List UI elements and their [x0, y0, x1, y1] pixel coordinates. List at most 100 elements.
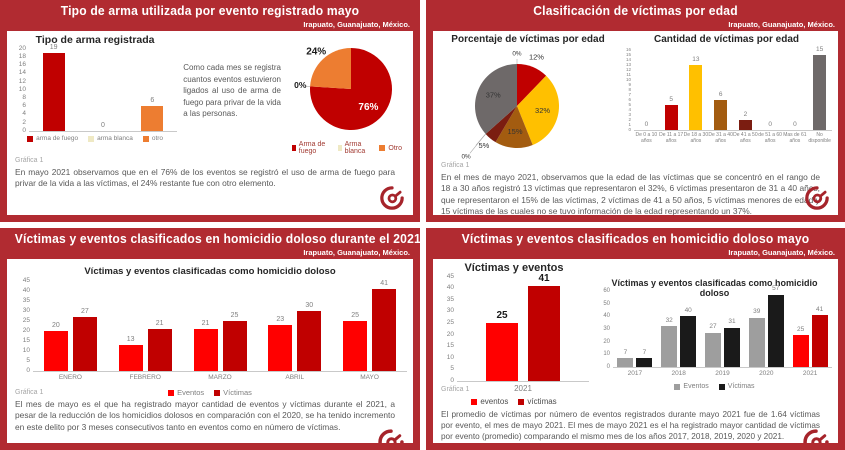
category-label: 2020 [759, 370, 774, 377]
caption-text: En mayo 2021 observamos que en el 76% de… [15, 167, 395, 189]
bar [748, 317, 765, 367]
plot-area: 19 0 6 [29, 44, 178, 132]
y-tick-label: 20 [18, 44, 26, 52]
category-label: de 51 a 60 años [758, 132, 782, 144]
chart-title: Víctimas y eventos [464, 262, 564, 274]
legend-label: arma de fuego [36, 135, 79, 142]
legend-label: Arma blanca [344, 141, 366, 155]
pie-chart-tipo-arma: 76% 0% 24% Arma de fuego Arma blanca Otro [287, 34, 407, 155]
category-label: FEBRERO [129, 374, 161, 381]
y-tick-label: 20 [446, 330, 454, 338]
legend-swatch [88, 135, 95, 142]
bar-value-label: 41 [380, 280, 388, 287]
y-tick-label: 0 [606, 364, 610, 370]
slide-title: Víctimas y eventos clasificados en homic… [461, 231, 810, 246]
chart-title: Porcentaje de víctimas por edad [451, 34, 605, 45]
legend-label: víctimas [527, 397, 557, 406]
bar-chart-meses: Víctimas y eventos clasificadas como hom… [13, 266, 407, 397]
y-tick-label: 35 [446, 295, 454, 303]
caption-text: En el mes de mayo 2021, observamos que l… [441, 172, 820, 215]
bar-plot: 0 1 2 3 4 5 6 7 8 9 10 11 12 13 14 15 16 0 5 13 6 2 0 0 15 De 0 a… [621, 46, 832, 148]
y-tick-label: 3 [628, 111, 631, 117]
plot-area: 7 7 32 40 27 31 39 57 25 41 [613, 286, 832, 368]
bar-legend: arma de fuego arma blanca otro [13, 135, 177, 142]
bar-value-label: 30 [305, 302, 314, 309]
pie-percent-label: 12% [529, 53, 544, 62]
brand-logo-icon [805, 186, 829, 210]
bar-value-label: 0 [101, 122, 105, 129]
legend-label: Arma de fuego [298, 141, 326, 155]
bar-value-label: 13 [126, 336, 135, 343]
bar-value-label: 27 [709, 323, 717, 331]
y-tick-label: 20 [22, 326, 30, 334]
y-tick-label: 0 [628, 126, 631, 132]
legend-swatch [214, 389, 221, 396]
legend-swatch [718, 383, 725, 390]
bar [141, 106, 164, 131]
bar [811, 315, 828, 367]
bar-value-label: 57 [772, 285, 780, 293]
y-tick-label: 40 [603, 313, 610, 320]
y-tick-label: 9 [628, 81, 631, 87]
pie-percent-label: 15% [507, 127, 522, 136]
legend-swatch [518, 398, 525, 405]
legend-swatch [292, 145, 296, 151]
slide-homicidio-mayo: Víctimas y eventos clasificados en homic… [426, 228, 845, 450]
y-tick-label: 10 [18, 85, 26, 93]
pie: 76% 0% 24% [294, 47, 392, 130]
y-tick-label: 18 [18, 52, 26, 60]
legend-label: Eventos [177, 388, 205, 397]
y-tick-label: 30 [22, 306, 30, 314]
legend-label: otro [151, 135, 164, 142]
bar-value-label: 7 [623, 348, 628, 356]
bar-value-label: 25 [796, 325, 805, 333]
bar [343, 321, 368, 371]
y-tick-label: 5 [450, 365, 454, 373]
chart-title: Víctimas y eventos clasificadas como hom… [611, 278, 818, 298]
legend-swatch [471, 398, 478, 405]
category-label: De 18 a 30 años [683, 132, 709, 144]
plot-area: 20 27 13 21 21 25 23 30 25 41 [33, 280, 407, 372]
y-tick-label: 8 [628, 86, 631, 92]
category-labels: 2017 2018 2019 2020 2021 [613, 367, 832, 379]
bar-value-label: 27 [80, 308, 89, 315]
legend-swatch [379, 145, 386, 151]
bar-legend: Eventos Víctimas [13, 388, 407, 397]
pie-percent-label: 0% [294, 80, 307, 90]
charts-row: Porcentaje de víctimas por edad 0% 12% 32%… [439, 34, 832, 160]
legend-label: Víctimas [727, 383, 755, 390]
slide-card: Tipo de arma registrada 0 2 4 6 8 10 12 14 16 18 2… [7, 31, 413, 215]
bar-value-label: 41 [815, 305, 824, 313]
plot-area: 25 41 [457, 274, 589, 382]
y-tick-label: 15 [22, 336, 30, 344]
y-tick-label: 11 [626, 71, 631, 77]
bar-value-label: 13 [692, 55, 700, 63]
charts-row: Víctimas y eventos 0 5 10 15 20 25 30 35 40 45 25 4… [439, 262, 832, 406]
brand-logo-icon [378, 429, 404, 443]
y-tick-label: 10 [22, 346, 30, 354]
bar-value-label: 40 [684, 306, 692, 314]
slide-tipo-arma: Tipo de arma utilizada por evento regist… [0, 0, 420, 222]
pie-percent-label: 76% [358, 102, 378, 113]
pie-chart-edad: Porcentaje de víctimas por edad 0% 12% 32%… [439, 34, 617, 160]
pie-legend: Arma de fuego Arma blanca Otro [287, 141, 407, 155]
bar [705, 332, 721, 367]
legend-label: Otro [388, 144, 402, 152]
y-tick-label: 1 [628, 121, 631, 127]
legend-item: Eventos [674, 383, 709, 390]
pie-percent-label: 0% [512, 51, 522, 58]
bar-value-label: 25 [496, 310, 508, 322]
legend-label: Víctimas [223, 388, 252, 397]
caption-text: El mes de mayo es el que ha registrado m… [15, 399, 395, 432]
legend-item: Víctimas [718, 383, 755, 390]
label-leader-line [469, 133, 486, 154]
bar-value-label: 19 [49, 44, 58, 52]
y-tick-label: 4 [22, 110, 26, 118]
y-tick-label: 40 [446, 284, 454, 292]
y-tick-label: 14 [18, 69, 26, 77]
bar [372, 289, 397, 371]
plot-area: 0 5 13 6 2 0 0 15 [634, 46, 832, 131]
bar-chart-anios: Víctimas y eventos clasificadas como hom… [597, 278, 832, 390]
legend-item: arma blanca [88, 135, 133, 142]
pie-percent-label: 5% [478, 141, 489, 150]
